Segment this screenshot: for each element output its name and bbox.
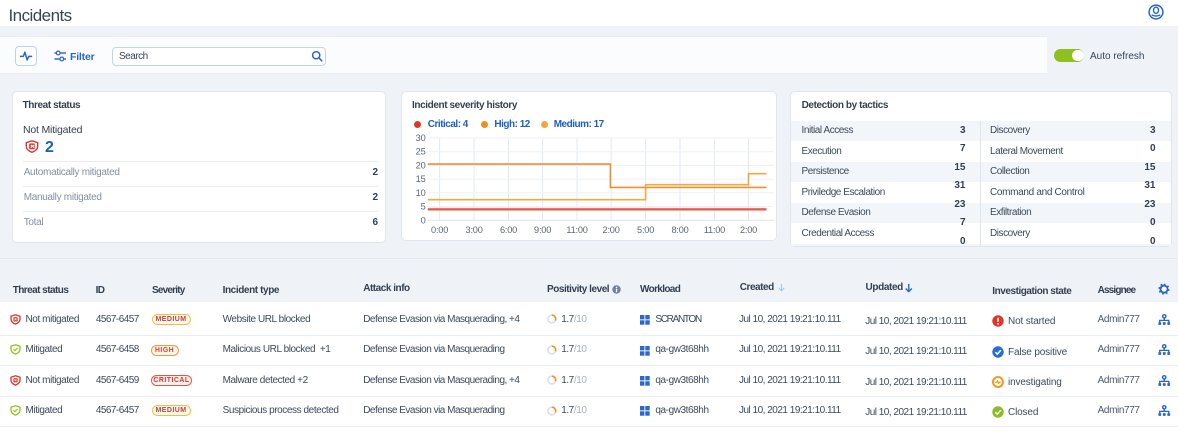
svg-text:11:00: 11:00: [704, 225, 725, 235]
svg-text:0:00: 0:00: [431, 225, 448, 235]
svg-text:5: 5: [421, 202, 426, 212]
svg-text:30: 30: [416, 133, 426, 143]
svg-text:8:00: 8:00: [671, 225, 688, 235]
svg-text:25: 25: [416, 147, 426, 157]
svg-text:0: 0: [421, 215, 426, 225]
svg-text:15: 15: [416, 174, 426, 184]
svg-text:20: 20: [416, 160, 426, 170]
svg-text:6:00: 6:00: [500, 225, 517, 235]
svg-text:3:00: 3:00: [466, 225, 483, 235]
svg-text:10: 10: [416, 188, 426, 198]
svg-text:11:00: 11:00: [566, 225, 587, 235]
svg-text:9:00: 9:00: [534, 225, 551, 235]
svg-text:2:00: 2:00: [603, 225, 620, 235]
svg-text:5:00: 5:00: [637, 225, 654, 235]
svg-text:2:00: 2:00: [740, 225, 757, 235]
